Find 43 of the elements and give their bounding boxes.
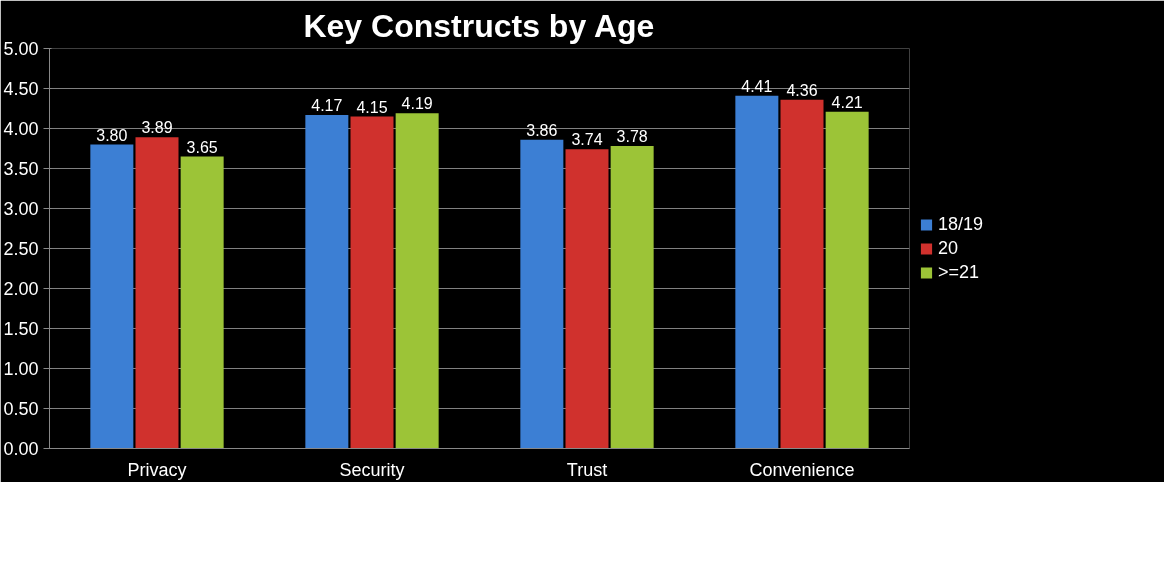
y-tick-label: 1.50	[3, 319, 39, 339]
y-tick-label: 4.50	[3, 79, 39, 99]
bar	[825, 111, 869, 449]
data-label: 3.74	[571, 131, 603, 149]
data-label: 3.89	[141, 119, 173, 137]
y-tick-label: 3.50	[3, 159, 39, 179]
x-tick-label: Trust	[566, 459, 608, 480]
chart-title: Key Constructs by Age	[303, 7, 655, 44]
x-tick-label: Convenience	[749, 459, 855, 480]
legend-label: >=21	[938, 261, 980, 283]
data-label: 3.80	[96, 126, 128, 144]
bar	[395, 113, 439, 449]
bar	[350, 116, 394, 449]
data-label: 3.86	[526, 121, 558, 139]
legend-label: 18/19	[938, 213, 984, 235]
y-tick-label: 5.00	[3, 39, 39, 59]
data-label: 4.19	[401, 95, 433, 113]
y-tick-label: 2.00	[3, 279, 39, 299]
bar	[90, 144, 134, 449]
data-label: 4.41	[741, 77, 773, 95]
bar	[735, 95, 779, 449]
y-tick-label: 3.00	[3, 199, 39, 219]
bar	[180, 156, 224, 449]
y-tick-label: 4.00	[3, 119, 39, 139]
legend-label: 20	[938, 237, 959, 259]
data-label: 3.78	[616, 128, 648, 146]
y-tick-label: 0.50	[3, 399, 39, 419]
bar	[780, 99, 824, 449]
y-tick-label: 0.00	[3, 439, 39, 459]
data-label: 4.36	[786, 81, 818, 99]
bar	[610, 146, 654, 449]
data-label: 4.21	[831, 93, 863, 111]
bar	[135, 137, 179, 449]
data-label: 4.15	[356, 98, 388, 116]
y-tick-label: 2.50	[3, 239, 39, 259]
data-label: 3.65	[186, 138, 218, 156]
bar	[305, 114, 349, 449]
data-label: 4.17	[311, 96, 343, 114]
x-tick-label: Security	[339, 459, 405, 480]
bar	[520, 139, 564, 449]
x-tick-label: Privacy	[127, 459, 187, 480]
y-tick-label: 1.00	[3, 359, 39, 379]
bar	[565, 149, 609, 449]
